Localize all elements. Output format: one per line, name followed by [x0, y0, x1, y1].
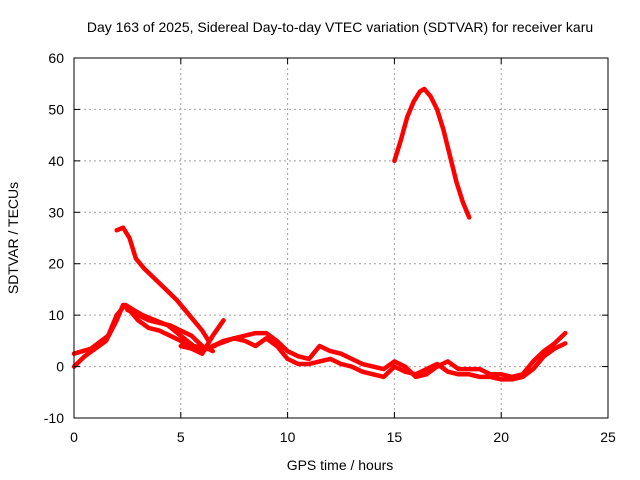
x-tick-label: 5 [177, 429, 185, 445]
plot-frame [73, 57, 609, 419]
x-axis-label: GPS time / hours [287, 457, 394, 473]
series-line-cluster-c [125, 307, 216, 354]
x-tick-label: 0 [70, 429, 78, 445]
x-tick-label: 20 [493, 429, 509, 445]
y-axis-label: SDTVAR / TECUs [5, 182, 21, 294]
y-tick-label: 50 [48, 101, 64, 117]
series-line-second-trace [210, 330, 568, 380]
series-line-falling-arc [114, 225, 211, 344]
y-tick-label: 60 [48, 50, 64, 66]
x-tick-label: 10 [280, 429, 296, 445]
y-tick-label: 20 [48, 256, 64, 272]
y-tick-label: 30 [48, 204, 64, 220]
y-tick-label: 10 [48, 307, 64, 323]
y-tick-label: 40 [48, 153, 64, 169]
x-tick-label: 25 [600, 429, 616, 445]
chart-title: Day 163 of 2025, Sidereal Day-to-day VTE… [87, 19, 593, 35]
y-tick-label: -10 [44, 410, 64, 426]
series-line-upper-arc [392, 86, 472, 220]
series-line-long-trace [178, 336, 568, 382]
grid-lines [74, 58, 608, 418]
y-tick-label: 0 [56, 359, 64, 375]
x-tick-label: 15 [387, 429, 403, 445]
data-series [71, 86, 568, 382]
axis-ticks: 0 5 10 15 20 25 -10 0 10 20 30 40 50 60 [44, 50, 616, 445]
